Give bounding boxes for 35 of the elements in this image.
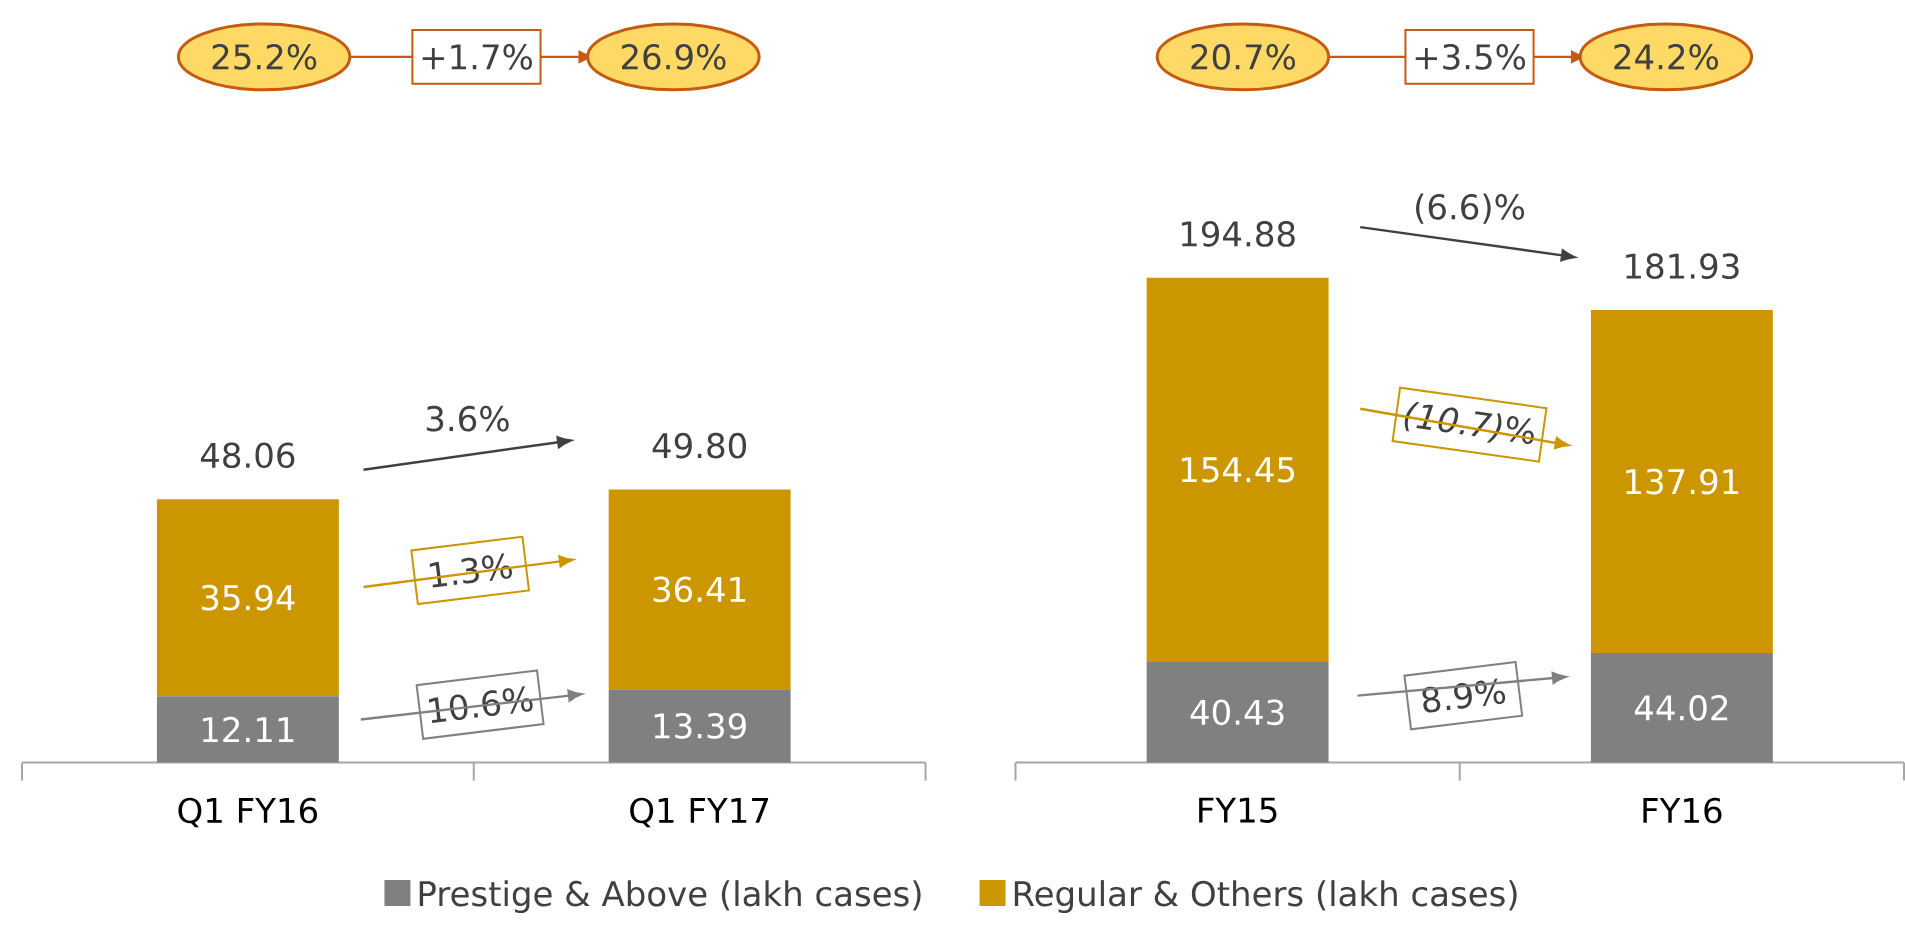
text: 20.7% bbox=[1191, 44, 1296, 70]
bar bbox=[156, 696, 339, 763]
total-label: 48.06 bbox=[200, 442, 295, 469]
data-label: 40.43 bbox=[1190, 699, 1284, 726]
data-label: 35.94 bbox=[201, 585, 295, 611]
x-tick-label: Q1 FY17 bbox=[630, 797, 769, 828]
bar bbox=[1146, 662, 1329, 763]
x-tick-label: FY15 bbox=[1199, 797, 1277, 824]
annotation: 1.3% bbox=[429, 553, 512, 588]
data-label: 137.91 bbox=[1626, 468, 1739, 495]
bar bbox=[156, 499, 339, 697]
bar bbox=[608, 689, 791, 763]
bar bbox=[608, 489, 791, 690]
total-label: 194.88 bbox=[1181, 221, 1295, 248]
legend-label: Prestige & Above (lakh cases) bbox=[419, 880, 921, 914]
bar bbox=[1146, 278, 1329, 663]
text: (6.6)% bbox=[1416, 193, 1525, 225]
data-label: 44.02 bbox=[1634, 695, 1728, 721]
text: 25.2% bbox=[212, 44, 317, 70]
text: 3.6% bbox=[426, 406, 509, 432]
bar bbox=[1590, 653, 1773, 763]
total-label: 181.93 bbox=[1626, 253, 1739, 280]
text: +1.7% bbox=[422, 44, 532, 70]
total-label: 49.80 bbox=[652, 433, 747, 459]
text: 26.9% bbox=[621, 44, 726, 70]
data-label: 154.45 bbox=[1181, 457, 1295, 483]
text: 24.2% bbox=[1614, 44, 1718, 70]
x-tick-label: FY16 bbox=[1643, 797, 1722, 824]
data-label: 12.11 bbox=[202, 717, 294, 743]
bar bbox=[1590, 310, 1773, 654]
legend-label: Regular & Others (lakh cases) bbox=[1014, 880, 1517, 914]
data-label: 13.39 bbox=[654, 713, 746, 739]
data-label: 36.41 bbox=[653, 576, 746, 603]
x-tick-label: Q1 FY16 bbox=[178, 797, 318, 828]
text: +3.5% bbox=[1415, 44, 1526, 70]
